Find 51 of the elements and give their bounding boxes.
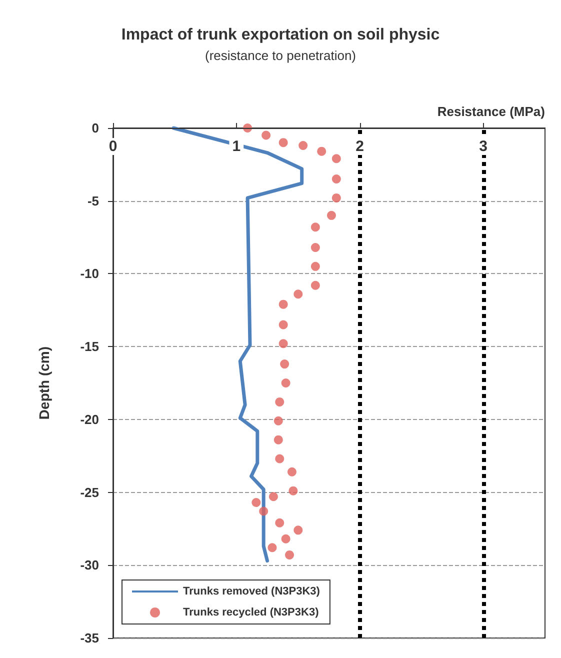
point [310,222,320,232]
point [310,242,320,252]
y-tick-label: -20 [80,412,99,427]
point [288,486,298,496]
point [285,550,294,560]
x-tick-label: 2 [356,138,364,155]
point [274,416,283,426]
chart-title: Impact of trunk exportation on soil physic [121,26,440,44]
point [268,492,278,502]
point [262,130,271,140]
point [332,154,341,164]
point [281,378,290,388]
chart-subtitle: (resistance to penetration) [204,48,356,63]
line-series [172,126,304,563]
point [278,339,288,348]
point [281,534,290,544]
y-tick-label: -25 [80,484,99,500]
y-tick-label: -35 [80,630,99,646]
legend-label: Trunks recycled (N3P3K3) [183,606,320,618]
point [252,498,261,507]
y-tick-label: 0 [92,120,99,136]
x-axis-title: Resistance (MPa) [437,104,545,119]
point [294,526,303,535]
point [275,397,284,406]
point [275,518,284,528]
y-tick-label: -10 [80,266,99,282]
point [287,467,296,476]
x-tick-label: 0 [108,138,118,155]
x-tick-label: 3 [479,138,488,155]
y-axis-title: Depth (cm) [36,346,52,420]
legend-label: Trunks removed (N3P3K3) [183,586,320,598]
point [259,506,268,516]
point [317,146,326,156]
point [278,300,288,309]
point [280,360,290,369]
point [294,290,303,299]
y-tick-label: -15 [80,339,99,354]
point [275,454,284,464]
point [326,210,336,220]
point [278,138,288,148]
point [278,320,288,330]
x-tick-label: 1 [232,138,241,155]
point [298,140,308,150]
y-tick-label: -5 [87,193,99,208]
point [332,174,341,184]
point [310,262,320,271]
point [310,280,320,290]
point [274,435,283,444]
point [332,193,341,202]
point [268,543,277,552]
y-tick-label: -30 [80,558,99,573]
